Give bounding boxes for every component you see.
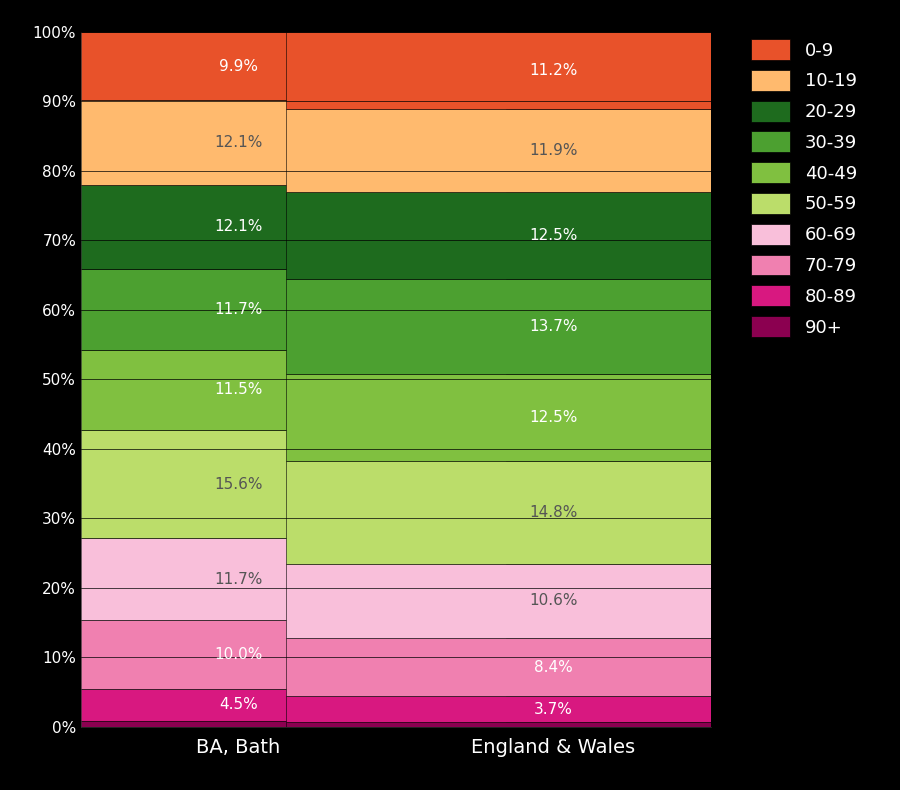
Bar xyxy=(285,696,821,722)
Text: 13.7%: 13.7% xyxy=(529,319,578,334)
Bar xyxy=(285,192,821,279)
Bar xyxy=(0,689,506,720)
Text: 11.9%: 11.9% xyxy=(529,143,578,158)
Bar xyxy=(0,619,506,689)
Bar xyxy=(0,32,506,100)
Text: 12.1%: 12.1% xyxy=(214,135,263,150)
Bar xyxy=(0,720,506,727)
Text: 3.7%: 3.7% xyxy=(534,702,573,717)
Legend: 0-9, 10-19, 20-29, 30-39, 40-49, 50-59, 60-69, 70-79, 80-89, 90+: 0-9, 10-19, 20-29, 30-39, 40-49, 50-59, … xyxy=(745,34,862,342)
Text: 10.0%: 10.0% xyxy=(214,647,263,662)
Text: 9.9%: 9.9% xyxy=(219,58,258,73)
Text: 11.2%: 11.2% xyxy=(529,63,578,78)
Bar xyxy=(0,539,506,619)
Bar xyxy=(285,461,821,564)
Bar xyxy=(285,564,821,638)
Bar xyxy=(0,185,506,269)
Bar xyxy=(0,430,506,539)
Bar xyxy=(285,32,821,110)
Bar xyxy=(0,269,506,350)
Bar xyxy=(285,638,821,696)
Bar xyxy=(285,279,821,374)
Text: 11.7%: 11.7% xyxy=(214,302,263,317)
Text: 10.6%: 10.6% xyxy=(529,593,578,608)
Text: 12.1%: 12.1% xyxy=(214,219,263,234)
Bar xyxy=(285,722,821,727)
Bar xyxy=(285,374,821,461)
Text: 11.5%: 11.5% xyxy=(214,382,263,397)
Text: 11.7%: 11.7% xyxy=(214,572,263,586)
Text: 15.6%: 15.6% xyxy=(214,476,263,491)
Text: 14.8%: 14.8% xyxy=(529,505,578,520)
Text: 8.4%: 8.4% xyxy=(534,660,573,675)
Bar xyxy=(285,110,821,192)
Bar xyxy=(0,100,506,185)
Text: 12.5%: 12.5% xyxy=(529,228,578,243)
Text: 4.5%: 4.5% xyxy=(219,698,258,713)
Text: 12.5%: 12.5% xyxy=(529,410,578,425)
Bar xyxy=(0,350,506,430)
